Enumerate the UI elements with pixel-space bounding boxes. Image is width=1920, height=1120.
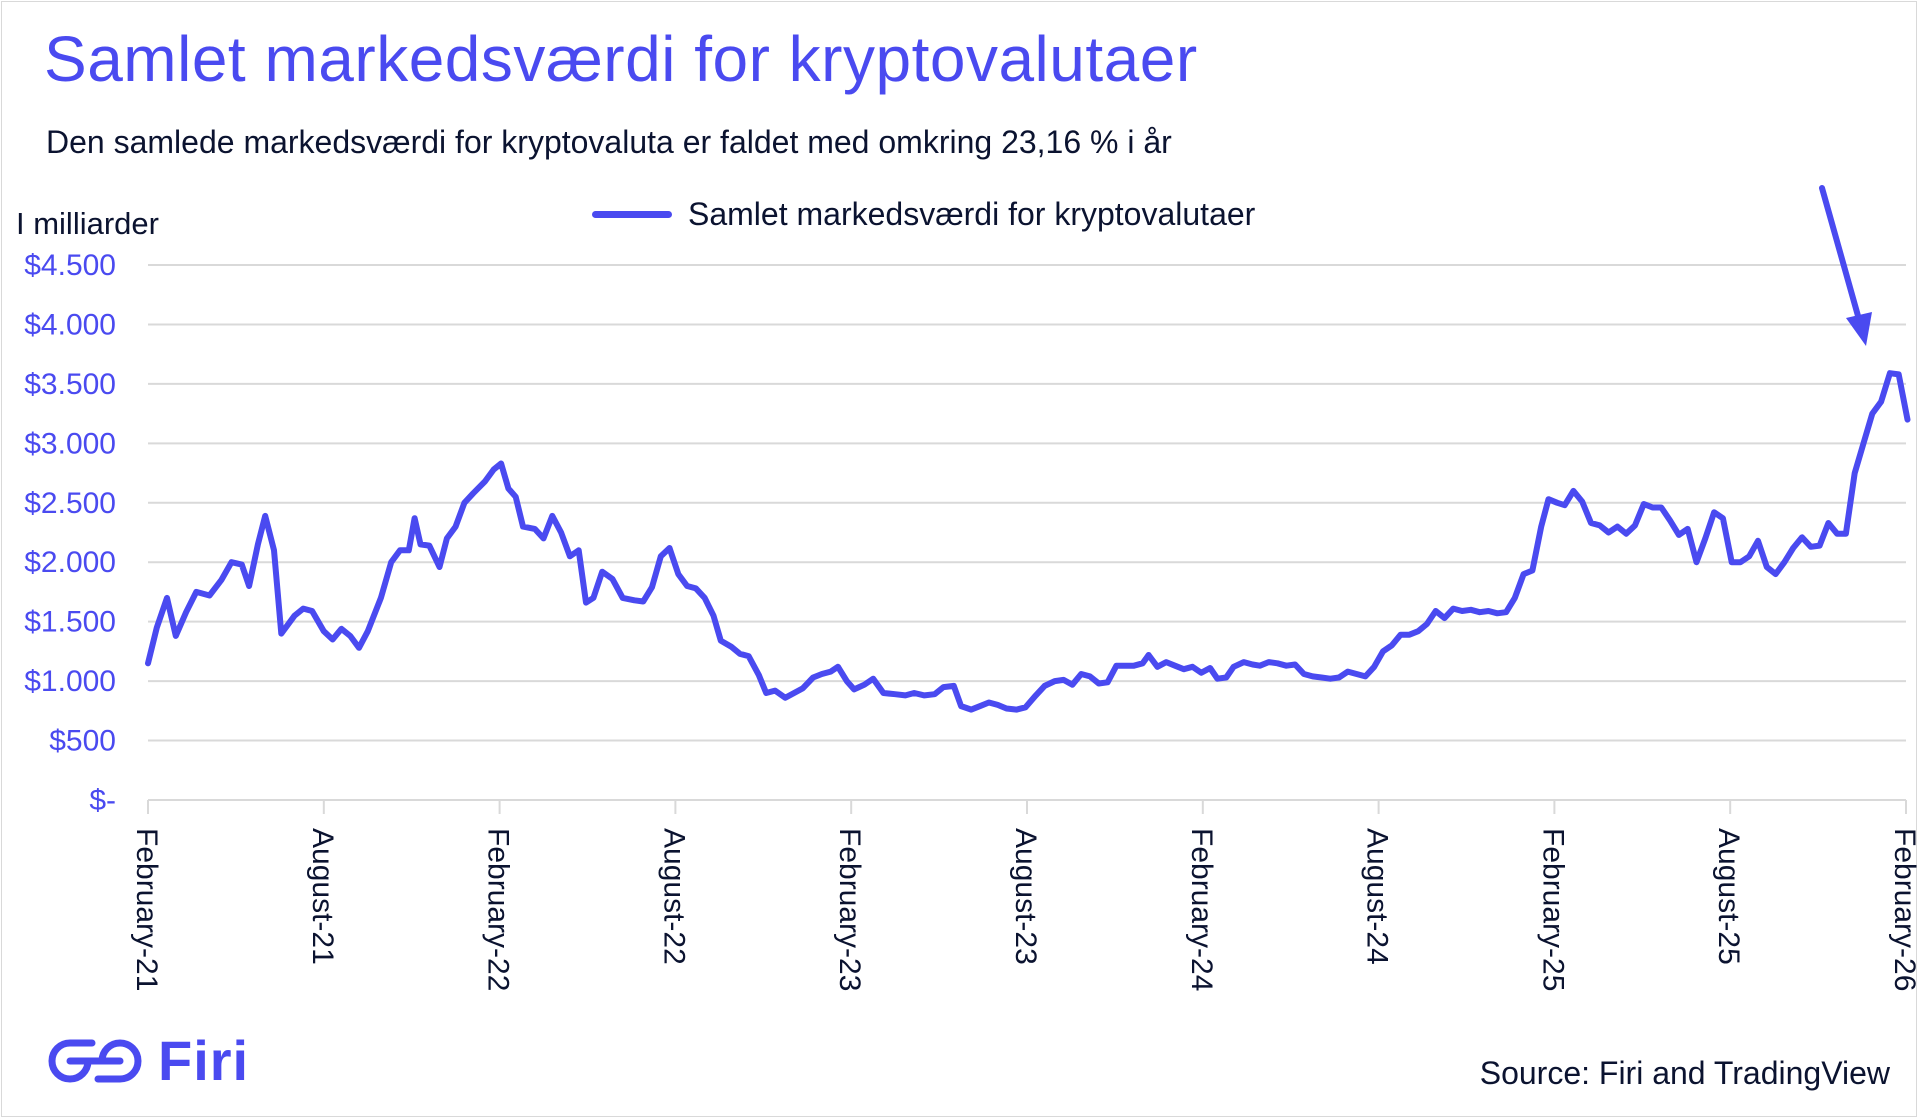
y-tick-labels: $- $500 $1.000 $1.500 $2.000 $2.500 $3.000 $3.5… [24, 249, 116, 817]
x-tick-label: February-23 [833, 828, 866, 991]
y-tick-label: $3.500 [24, 368, 116, 401]
gridlines [147, 264, 1907, 814]
arrow-head [1846, 312, 1872, 346]
legend-label: Samlet markedsværdi for kryptovalutaer [688, 196, 1256, 232]
firi-logo: Firi [40, 1028, 249, 1093]
brand-name: Firi [158, 1029, 250, 1092]
x-tick-label: August-21 [306, 828, 339, 965]
y-tick-label: $4.000 [24, 308, 116, 341]
y-tick-label: $500 [49, 725, 116, 758]
annotation-arrow [1819, 185, 1872, 346]
x-tick-label: August-25 [1712, 828, 1745, 965]
x-tick-label: February-21 [130, 828, 163, 991]
firi-logo-icon [48, 1038, 142, 1083]
chart-subtitle: Den samlede markedsværdi for kryptovalut… [46, 124, 1172, 160]
chart-title: Samlet markedsværdi for kryptovalutaer [44, 23, 1198, 95]
x-tick-label: February-25 [1536, 828, 1569, 991]
x-tick-label: February-24 [1185, 828, 1218, 991]
series-line [145, 370, 1911, 713]
y-tick-label: $3.000 [24, 427, 116, 460]
series-group [145, 370, 1911, 713]
arrow-shaft [1819, 185, 1863, 326]
x-tick-labels: February-21 August-21 February-22 August-22… [130, 828, 1920, 991]
chart-svg: $- $500 $1.000 $1.500 $2.000 $2.500 $3.000 $3.5… [24, 185, 1920, 991]
y-tick-label: $2.000 [24, 546, 116, 579]
legend: Samlet markedsværdi for kryptovalutaer [592, 196, 1255, 233]
y-tick-label: $4.500 [24, 249, 116, 282]
y-axis-unit-label: I milliarder [16, 206, 159, 241]
x-tick-label: February-22 [482, 828, 515, 991]
source-note: Source: Firi and TradingView [1479, 1055, 1890, 1091]
x-tick-label: February-26 [1888, 828, 1920, 991]
y-tick-label: $1.500 [24, 606, 116, 639]
legend-swatch [592, 211, 672, 218]
y-tick-label: $1.000 [24, 665, 116, 698]
x-tick-label: August-24 [1361, 828, 1394, 965]
x-tick-label: August-22 [657, 828, 690, 965]
y-tick-label: $2.500 [24, 487, 116, 520]
x-tick-label: August-23 [1009, 828, 1042, 965]
y-tick-label: $- [89, 784, 116, 817]
